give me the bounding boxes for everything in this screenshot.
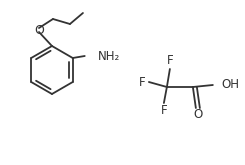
Text: F: F bbox=[160, 104, 167, 117]
Text: O: O bbox=[193, 109, 202, 121]
Text: O: O bbox=[34, 24, 44, 37]
Text: NH₂: NH₂ bbox=[98, 50, 120, 63]
Text: F: F bbox=[167, 54, 173, 67]
Text: OH: OH bbox=[222, 79, 240, 92]
Text: F: F bbox=[139, 76, 145, 88]
